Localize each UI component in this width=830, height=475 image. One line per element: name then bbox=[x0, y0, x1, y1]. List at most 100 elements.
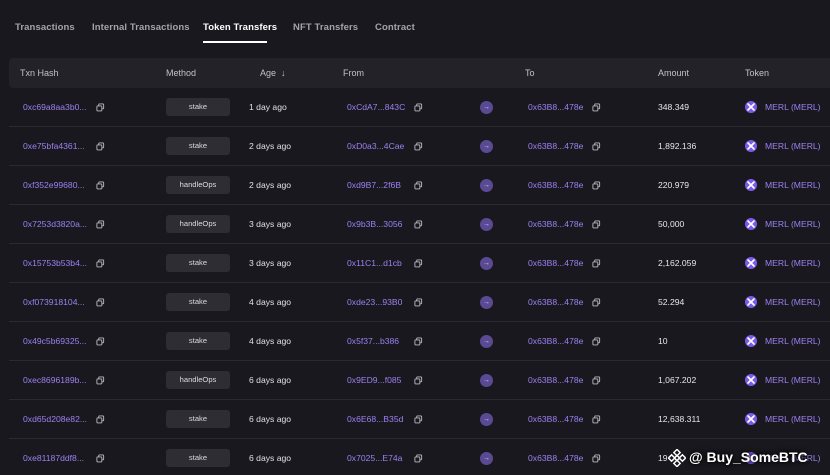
copy-icon[interactable] bbox=[592, 376, 601, 385]
table-row: 0xf352e99680... handleOps 2 days ago 0xd9B7… bbox=[9, 166, 830, 205]
merl-token-icon bbox=[745, 101, 757, 113]
txn-hash-link[interactable]: 0x49c5b69325... bbox=[23, 336, 87, 346]
copy-icon[interactable] bbox=[96, 376, 105, 385]
copy-icon[interactable] bbox=[592, 103, 601, 112]
copy-icon[interactable] bbox=[96, 181, 105, 190]
copy-icon[interactable] bbox=[96, 142, 105, 151]
to-address-link[interactable]: 0x63B8...478e bbox=[528, 453, 584, 463]
txn-hash-link[interactable]: 0xe81187ddf8... bbox=[23, 453, 85, 463]
copy-icon[interactable] bbox=[96, 103, 105, 112]
copy-icon[interactable] bbox=[96, 259, 105, 268]
from-address-link[interactable]: 0x7025...E74a bbox=[347, 453, 403, 463]
table-row: 0xe75bfa4361... stake 2 days ago 0xD0a3...4… bbox=[9, 127, 830, 166]
copy-icon[interactable] bbox=[414, 454, 423, 463]
to-address-link[interactable]: 0x63B8...478e bbox=[528, 258, 584, 268]
from-address-link[interactable]: 0x11C1...d1cb bbox=[347, 258, 402, 268]
copy-icon[interactable] bbox=[592, 259, 601, 268]
age-text: 3 days ago bbox=[249, 219, 292, 229]
copy-icon[interactable] bbox=[414, 337, 423, 346]
header-age[interactable]: Age ↓ bbox=[260, 68, 286, 78]
age-text: 4 days ago bbox=[249, 297, 292, 307]
copy-icon[interactable] bbox=[96, 454, 105, 463]
token-link[interactable]: MERL (MERL) bbox=[765, 414, 821, 424]
to-address-link[interactable]: 0x63B8...478e bbox=[528, 297, 584, 307]
age-text: 2 days ago bbox=[249, 141, 292, 151]
tab-internal-transactions[interactable]: Internal Transactions bbox=[92, 22, 190, 33]
to-address-link[interactable]: 0x63B8...478e bbox=[528, 180, 584, 190]
txn-hash-link[interactable]: 0xf352e99680... bbox=[23, 180, 85, 190]
copy-icon[interactable] bbox=[96, 415, 105, 424]
copy-icon[interactable] bbox=[96, 337, 105, 346]
token-link[interactable]: MERL (MERL) bbox=[765, 102, 821, 112]
token-link[interactable]: MERL (MERL) bbox=[765, 258, 821, 268]
copy-icon[interactable] bbox=[592, 181, 601, 190]
from-address-link[interactable]: 0xD0a3...4Cae bbox=[347, 141, 405, 151]
table-row: 0x15753b53b4... stake 3 days ago 0x11C1...d… bbox=[9, 244, 830, 283]
txn-hash-link[interactable]: 0xe75bfa4361... bbox=[23, 141, 85, 151]
from-address-link[interactable]: 0x9b3B...3056 bbox=[347, 219, 403, 229]
from-address-link[interactable]: 0xd9B7...2f6B bbox=[347, 180, 401, 190]
method-badge: stake bbox=[166, 293, 230, 311]
txn-hash-link[interactable]: 0xc69a8aa3b0... bbox=[23, 102, 87, 112]
copy-icon[interactable] bbox=[96, 220, 105, 229]
table-row: 0xec8696189b... handleOps 6 days ago 0x9ED9… bbox=[9, 361, 830, 400]
token-link[interactable]: MERL (MERL) bbox=[765, 375, 821, 385]
amount-value: 348.349 bbox=[658, 102, 690, 112]
merl-token-icon bbox=[745, 335, 757, 347]
copy-icon[interactable] bbox=[414, 376, 423, 385]
copy-icon[interactable] bbox=[592, 454, 601, 463]
copy-icon[interactable] bbox=[414, 259, 423, 268]
tab-token-transfers[interactable]: Token Transfers bbox=[203, 22, 278, 33]
to-address-link[interactable]: 0x63B8...478e bbox=[528, 375, 584, 385]
copy-icon[interactable] bbox=[592, 337, 601, 346]
merl-token-icon bbox=[745, 179, 757, 191]
binance-logo-icon bbox=[668, 449, 686, 467]
to-address-link[interactable]: 0x63B8...478e bbox=[528, 336, 584, 346]
txn-hash-link[interactable]: 0xd65d208e82... bbox=[23, 414, 88, 424]
copy-icon[interactable] bbox=[414, 220, 423, 229]
age-text: 4 days ago bbox=[249, 336, 292, 346]
token-link[interactable]: MERL (MERL) bbox=[765, 297, 821, 307]
token-link[interactable]: MERL (MERL) bbox=[765, 219, 821, 229]
from-address-link[interactable]: 0x9ED9...f085 bbox=[347, 375, 402, 385]
copy-icon[interactable] bbox=[414, 298, 423, 307]
copy-icon[interactable] bbox=[414, 415, 423, 424]
to-address-link[interactable]: 0x63B8...478e bbox=[528, 219, 584, 229]
arrow-right-icon: → bbox=[480, 218, 493, 231]
from-address-link[interactable]: 0x6E68...B35d bbox=[347, 414, 404, 424]
tab-contract[interactable]: Contract bbox=[375, 22, 415, 33]
age-text: 6 days ago bbox=[249, 453, 292, 463]
copy-icon[interactable] bbox=[96, 298, 105, 307]
token-link[interactable]: MERL (MERL) bbox=[765, 336, 821, 346]
sort-down-icon[interactable]: ↓ bbox=[281, 68, 286, 78]
copy-icon[interactable] bbox=[592, 298, 601, 307]
txn-hash-link[interactable]: 0x15753b53b4... bbox=[23, 258, 88, 268]
header-method: Method bbox=[166, 68, 197, 78]
age-text: 6 days ago bbox=[249, 375, 292, 385]
copy-icon[interactable] bbox=[592, 220, 601, 229]
from-address-link[interactable]: 0xCdA7...843C bbox=[347, 102, 406, 112]
age-text: 6 days ago bbox=[249, 414, 292, 424]
copy-icon[interactable] bbox=[592, 142, 601, 151]
txn-hash-link[interactable]: 0xf073918104... bbox=[23, 297, 85, 307]
txn-hash-link[interactable]: 0xec8696189b... bbox=[23, 375, 87, 385]
arrow-right-icon: → bbox=[480, 140, 493, 153]
to-address-link[interactable]: 0x63B8...478e bbox=[528, 414, 584, 424]
tab-nft-transfers[interactable]: NFT Transfers bbox=[293, 22, 359, 33]
from-address-link[interactable]: 0x5f37...b386 bbox=[347, 336, 400, 346]
copy-icon[interactable] bbox=[592, 415, 601, 424]
to-address-link[interactable]: 0x63B8...478e bbox=[528, 102, 584, 112]
token-link[interactable]: MERL (MERL) bbox=[765, 453, 821, 463]
to-address-link[interactable]: 0x63B8...478e bbox=[528, 141, 584, 151]
table-header: Txn Hash Method Age ↓ From To Amount Toke… bbox=[9, 58, 830, 88]
from-address-link[interactable]: 0xde23...93B0 bbox=[347, 297, 403, 307]
arrow-right-icon: → bbox=[480, 374, 493, 387]
token-link[interactable]: MERL (MERL) bbox=[765, 180, 821, 190]
tab-transactions[interactable]: Transactions bbox=[15, 22, 75, 33]
copy-icon[interactable] bbox=[414, 181, 423, 190]
copy-icon[interactable] bbox=[414, 142, 423, 151]
txn-hash-link[interactable]: 0x7253d3820a... bbox=[23, 219, 88, 229]
copy-icon[interactable] bbox=[414, 103, 423, 112]
token-link[interactable]: MERL (MERL) bbox=[765, 141, 821, 151]
amount-value: 220.979 bbox=[658, 180, 690, 190]
